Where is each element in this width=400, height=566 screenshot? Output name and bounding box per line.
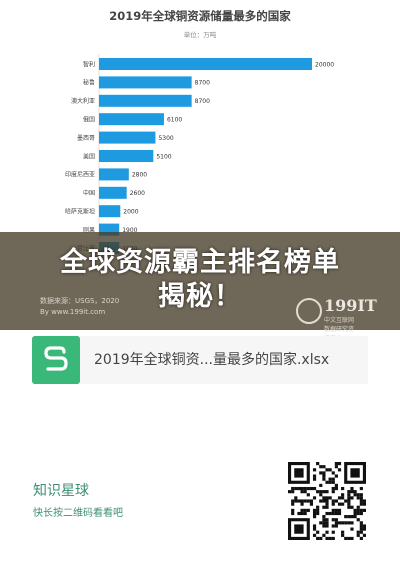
overlay-title-line2: 揭秘！: [158, 281, 242, 312]
category-label-1: 秘鲁: [83, 79, 95, 87]
value-label-4: 5300: [158, 135, 173, 142]
value-label-6: 2800: [132, 172, 147, 179]
chart-title: 2019年全球铜资源储量最多的国家: [109, 9, 291, 23]
overlay-title: 全球资源霸主排名榜单 揭秘！: [0, 246, 400, 314]
bar-8: [99, 205, 121, 218]
qr-section: 知识星球 快长按二维码看看吧: [0, 452, 400, 566]
qr-title: 知识星球: [33, 483, 89, 499]
category-label-2: 澳大利亚: [71, 97, 95, 105]
bar-5: [99, 150, 154, 162]
value-label-2: 8700: [195, 98, 210, 105]
site-url: By www.199it.com: [40, 308, 106, 316]
qr-code-icon[interactable]: [288, 462, 366, 540]
brand-logo: 199IT 中文互联网数据研究资讯中心: [296, 296, 377, 342]
value-label-5: 5100: [156, 153, 171, 160]
data-source-note: 数据来源：USGS，2020: [40, 297, 120, 305]
file-name: 2019年全球铜资...量最多的国家.xlsx: [94, 352, 330, 368]
bar-0: [99, 58, 312, 70]
category-label-6: 印度尼西亚: [65, 171, 95, 179]
bar-7: [99, 186, 127, 199]
brand-circle-icon: [296, 298, 322, 324]
category-label-8: 哈萨克斯坦: [65, 208, 95, 216]
bar-6: [99, 168, 129, 181]
overlay-title-line1: 全球资源霸主排名榜单: [60, 247, 340, 278]
value-label-1: 8700: [195, 80, 210, 87]
bar-4: [99, 131, 156, 144]
bar-3: [99, 113, 164, 126]
bar-2: [99, 94, 192, 107]
category-label-0: 智利: [83, 60, 95, 68]
value-label-7: 2600: [130, 190, 145, 197]
category-label-9: 刚果: [83, 226, 95, 234]
category-label-7: 中国: [83, 189, 95, 197]
value-label-0: 20000: [315, 61, 334, 68]
category-label-4: 墨西哥: [77, 135, 95, 142]
value-label-3: 6100: [167, 117, 182, 124]
value-label-9: 1900: [122, 227, 137, 234]
value-label-8: 2000: [123, 209, 138, 216]
category-label-5: 美国: [83, 152, 95, 160]
brand-name: 199IT: [324, 296, 377, 315]
chart-unit-label: 单位：万吨: [184, 30, 217, 39]
spreadsheet-s-icon: [32, 336, 80, 384]
file-attachment-card[interactable]: 2019年全球铜资...量最多的国家.xlsx: [32, 336, 368, 384]
qr-subtitle: 快长按二维码看看吧: [33, 508, 123, 519]
chart-footer: 数据来源：USGS，2020 By www.199it.com: [40, 296, 119, 318]
category-label-3: 俄国: [83, 116, 95, 124]
overlay-band: [0, 232, 400, 330]
bar-1: [99, 76, 192, 89]
